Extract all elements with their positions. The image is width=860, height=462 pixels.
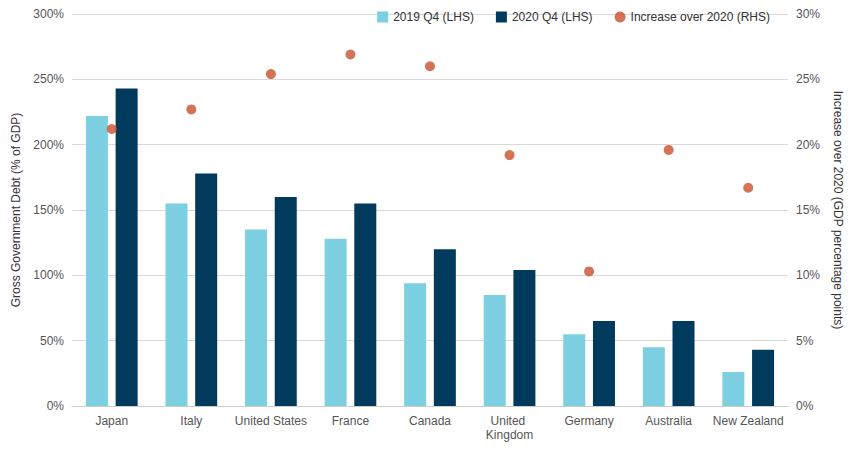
svg-text:20%: 20% <box>796 138 820 152</box>
svg-text:300%: 300% <box>33 7 64 21</box>
svg-text:15%: 15% <box>796 203 820 217</box>
svg-text:150%: 150% <box>33 203 64 217</box>
svg-text:Germany: Germany <box>564 414 613 428</box>
svg-text:200%: 200% <box>33 138 64 152</box>
svg-text:United States: United States <box>235 414 307 428</box>
svg-text:Increase over 2020 (RHS): Increase over 2020 (RHS) <box>631 10 770 24</box>
svg-text:100%: 100% <box>33 268 64 282</box>
svg-text:5%: 5% <box>796 334 814 348</box>
svg-text:25%: 25% <box>796 72 820 86</box>
svg-text:United: United <box>491 414 529 428</box>
svg-text:0%: 0% <box>796 399 814 413</box>
svg-text:Japan: Japan <box>95 414 128 428</box>
svg-text:New Zealand: New Zealand <box>713 414 784 428</box>
svg-text:Italy: Italy <box>180 414 202 428</box>
svg-text:50%: 50% <box>40 334 64 348</box>
svg-text:Increase over 2020 (GDP percen: Increase over 2020 (GDP percentage point… <box>831 91 845 330</box>
svg-text:Gross Government Debt (% of GD: Gross Government Debt (% of GDP) <box>9 113 23 308</box>
svg-text:France: France <box>332 414 370 428</box>
svg-text:Australia: Australia <box>645 414 692 428</box>
svg-text:Canada: Canada <box>409 414 451 428</box>
svg-text:30%: 30% <box>796 7 820 21</box>
svg-text:2019 Q4 (LHS): 2019 Q4 (LHS) <box>393 10 474 24</box>
svg-text:10%: 10% <box>796 268 820 282</box>
svg-text:250%: 250% <box>33 72 64 86</box>
svg-text:Kingdom: Kingdom <box>486 428 533 442</box>
svg-text:0%: 0% <box>47 399 65 413</box>
svg-text:2020 Q4 (LHS): 2020 Q4 (LHS) <box>512 10 593 24</box>
